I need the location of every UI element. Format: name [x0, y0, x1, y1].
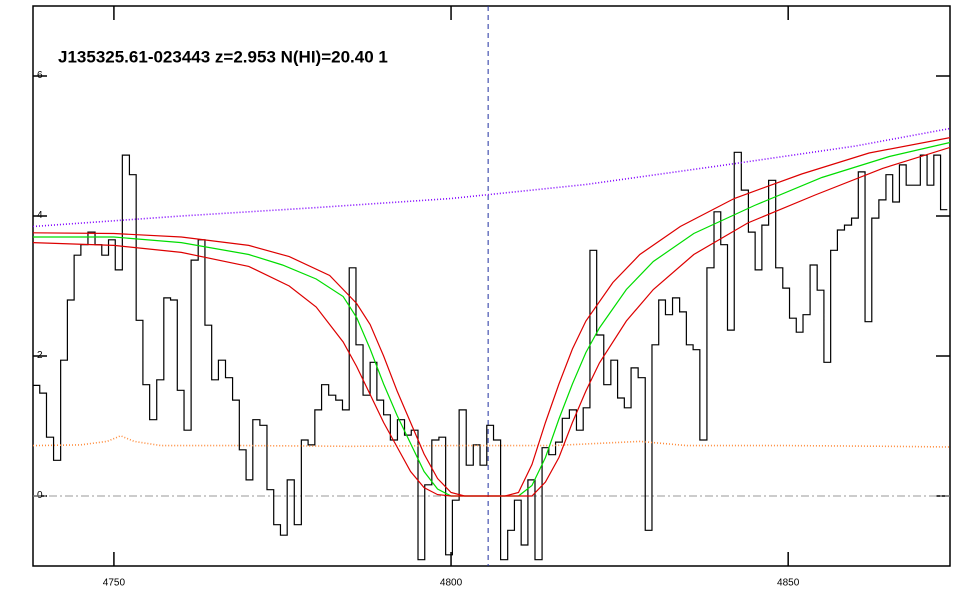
series-line — [33, 127, 950, 228]
series-line — [33, 151, 948, 561]
series-line — [33, 146, 950, 497]
chart-title: J135325.61-023443 z=2.953 N(HI)=20.40 1 — [58, 47, 388, 66]
y-tick-label: 4 — [37, 210, 43, 221]
x-tick-label: 4850 — [777, 578, 800, 589]
x-tick-label: 4800 — [440, 578, 463, 589]
plot-frame — [32, 5, 951, 567]
y-tick-label: 6 — [37, 70, 43, 81]
x-tick-label: 4750 — [103, 578, 126, 589]
y-tick-label: 2 — [37, 350, 43, 361]
